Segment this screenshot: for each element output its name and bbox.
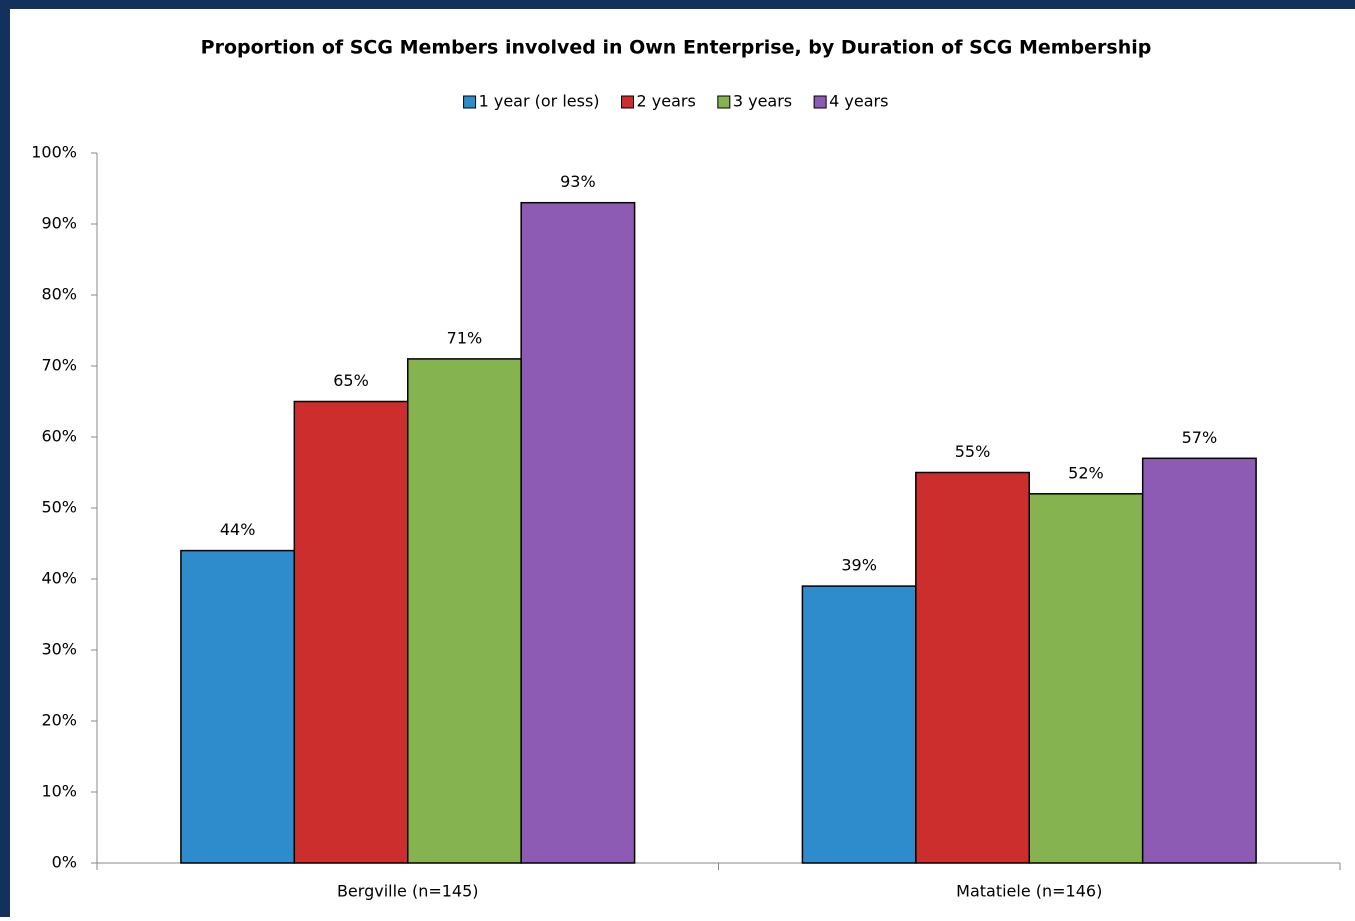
legend-item: 2 years [621,92,696,111]
legend-label: 4 years [829,92,888,111]
y-tick-label: 40% [41,569,77,588]
legend-item: 4 years [813,92,888,111]
y-tick-label: 10% [41,782,77,801]
bar [915,471,1030,864]
legend-item: 3 years [717,92,792,111]
value-label: 55% [955,442,991,461]
value-label: 65% [333,371,369,390]
legend-swatch [813,95,827,109]
y-tick-label: 70% [41,356,77,375]
y-tick-label: 50% [41,498,77,517]
y-tick-label: 100% [31,143,77,162]
y-tick-label: 0% [52,853,77,872]
bar [180,549,296,864]
legend-swatch [463,95,477,109]
legend-label: 1 year (or less) [479,92,600,111]
chart-title: Proportion of SCG Members involved in Ow… [201,37,1152,59]
value-label: 57% [1182,428,1218,447]
value-label: 93% [560,172,596,191]
bar [407,358,522,864]
legend-label: 3 years [733,92,792,111]
bar [520,201,636,864]
value-label: 71% [447,328,483,347]
x-tick-label: Bergville (n=145) [337,882,479,901]
legend-swatch [621,95,635,109]
y-tick-label: 80% [41,285,77,304]
bar [1141,457,1257,864]
y-tick-label: 90% [41,214,77,233]
bar [293,400,409,864]
value-label: 39% [841,556,877,575]
bar [801,585,917,864]
legend-label: 2 years [637,92,696,111]
legend-swatch [717,95,731,109]
bar [1028,493,1144,864]
legend-item: 1 year (or less) [463,92,600,111]
y-tick-label: 30% [41,640,77,659]
value-label: 52% [1068,463,1104,482]
x-tick-label: Matatiele (n=146) [956,882,1102,901]
y-tick-label: 60% [41,427,77,446]
value-label: 44% [220,520,256,539]
y-tick-label: 20% [41,711,77,730]
